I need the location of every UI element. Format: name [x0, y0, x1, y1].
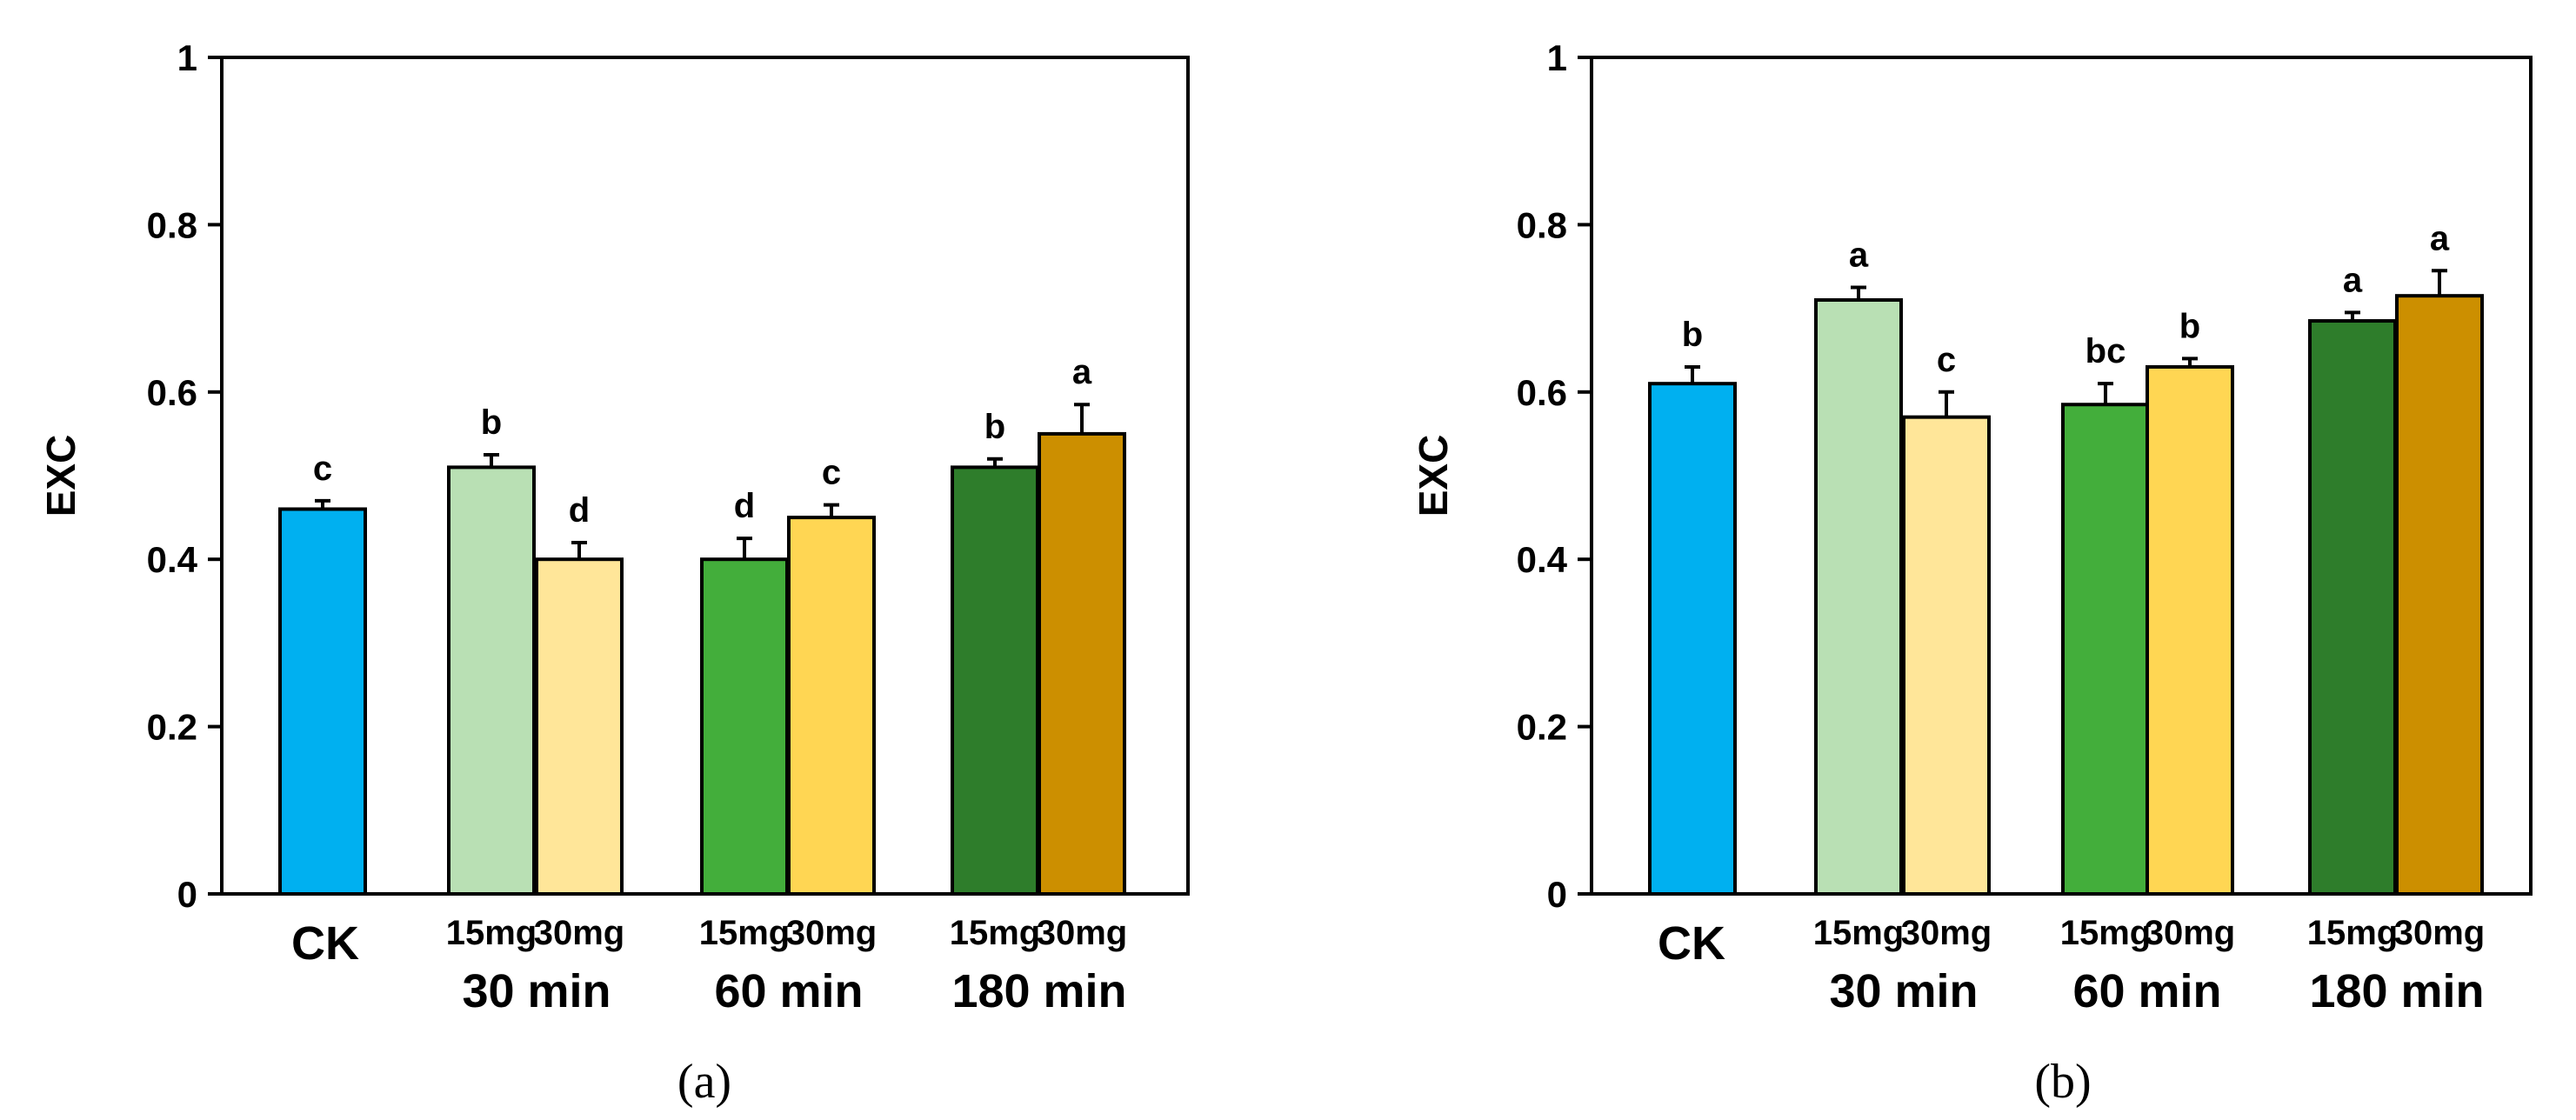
dose-label: 30mg	[786, 914, 878, 952]
significance-label: d	[569, 491, 590, 530]
dose-label: 15mg	[2060, 914, 2152, 952]
dose-label: 15mg	[699, 914, 791, 952]
dose-label: 30mg	[534, 914, 625, 952]
bar	[447, 465, 536, 896]
x-category-label: CK	[291, 917, 359, 970]
bar	[278, 507, 367, 896]
y-tick-label: 0.6	[1517, 372, 1567, 413]
bar	[787, 516, 876, 896]
panel-label: (b)	[2034, 1055, 2091, 1109]
bar	[951, 465, 1039, 896]
y-tick-label: 0	[1547, 874, 1567, 915]
chart-panel-a: 0 0.2 0.4 0.6 0.8 1 EXC c b 15mg d 30mg d 15mg c 30mg b 1…	[38, 37, 1190, 1109]
dose-label: 30mg	[2394, 914, 2486, 952]
dose-label: 15mg	[950, 914, 1041, 952]
significance-label: a	[1849, 237, 1869, 275]
y-tick-label: 0.8	[1517, 204, 1567, 245]
dose-label: 15mg	[446, 914, 537, 952]
y-axis-label: EXC	[38, 435, 83, 517]
significance-label: a	[2430, 219, 2450, 257]
dose-label: 30mg	[1901, 914, 1992, 952]
panel-label: (a)	[677, 1055, 731, 1109]
dose-label: 15mg	[2307, 914, 2399, 952]
x-group-label: 180 min	[951, 965, 1126, 1017]
significance-label: b	[481, 403, 502, 442]
y-tick-label: 0.4	[1517, 539, 1568, 580]
x-group-label: 60 min	[2072, 965, 2221, 1017]
bar	[1902, 415, 1991, 897]
significance-label: c	[1937, 341, 1956, 379]
dose-label: 15mg	[1813, 914, 1905, 952]
dose-label: 30mg	[2145, 914, 2236, 952]
bar	[1814, 297, 1903, 897]
bar	[535, 557, 624, 896]
y-tick-label: 0.4	[147, 539, 198, 580]
x-group-label: 180 min	[2309, 965, 2484, 1017]
y-tick-label: 1	[1547, 37, 1567, 78]
x-category-label: CK	[1658, 917, 1725, 970]
bar	[2395, 294, 2484, 897]
bar	[2146, 364, 2234, 896]
dose-label: 30mg	[1037, 914, 1128, 952]
x-group-label: 30 min	[1829, 965, 1978, 1017]
significance-label: a	[1072, 353, 1092, 391]
bar	[2061, 403, 2150, 897]
bar	[1648, 382, 1737, 896]
significance-label: a	[2343, 261, 2363, 299]
significance-label: b	[984, 408, 1005, 446]
significance-label: b	[2179, 307, 2200, 345]
x-group-label: 30 min	[462, 965, 611, 1017]
significance-label: d	[734, 487, 755, 525]
bar	[2308, 319, 2397, 896]
y-tick-label: 0.2	[1517, 707, 1567, 748]
bar	[700, 557, 789, 896]
significance-label: bc	[2085, 332, 2126, 370]
y-tick-label: 0.8	[147, 204, 197, 245]
y-tick-label: 1	[177, 37, 197, 78]
bar	[1038, 431, 1126, 896]
y-tick-label: 0.2	[147, 707, 197, 748]
significance-label: c	[822, 454, 841, 492]
significance-label: b	[1682, 316, 1703, 354]
y-axis-label: EXC	[1411, 435, 1456, 517]
significance-label: c	[313, 450, 332, 488]
chart-panel-b: 0 0.2 0.4 0.6 0.8 1 EXC b a 15mg c 30mg bc 15mg b 30mg a…	[1411, 37, 2533, 1109]
y-tick-label: 0	[177, 874, 197, 915]
x-group-label: 60 min	[714, 965, 863, 1017]
y-tick-label: 0.6	[147, 372, 197, 413]
